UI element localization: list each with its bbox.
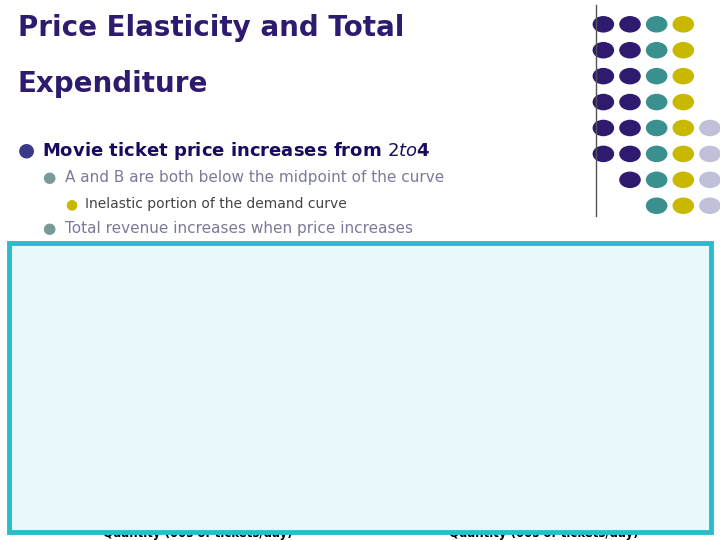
Text: Expenditure =
$1,000/day: Expenditure = $1,000/day [118,346,218,408]
Text: Expenditure: Expenditure [18,70,208,98]
Text: Expenditure =
$1,600/day: Expenditure = $1,600/day [473,337,573,393]
Text: Inelastic portion of the demand curve: Inelastic portion of the demand curve [85,197,347,211]
Text: Movie ticket price increases from $2 to $4: Movie ticket price increases from $2 to … [42,140,430,163]
Text: Total revenue increases when price increases: Total revenue increases when price incre… [65,221,413,237]
Polygon shape [400,430,582,500]
Text: B: B [589,413,600,427]
Text: D: D [68,287,81,302]
Text: A: A [289,448,300,462]
Text: A and B are both below the midpoint of the curve: A and B are both below the midpoint of t… [65,170,444,185]
X-axis label: Quantity (00s of tickets/day): Quantity (00s of tickets/day) [103,527,293,540]
Text: Price Elasticity and Total: Price Elasticity and Total [18,14,405,42]
Text: ●: ● [42,170,55,185]
X-axis label: Quantity (00s of tickets/day): Quantity (00s of tickets/day) [449,527,639,540]
Text: D: D [413,287,426,302]
Y-axis label: Price ($/ticket): Price ($/ticket) [356,337,369,435]
Text: ●: ● [42,221,55,237]
Text: ●: ● [18,140,35,159]
Text: ●: ● [65,197,77,211]
Y-axis label: Price ($/ticket): Price ($/ticket) [11,337,24,435]
Polygon shape [54,464,282,500]
